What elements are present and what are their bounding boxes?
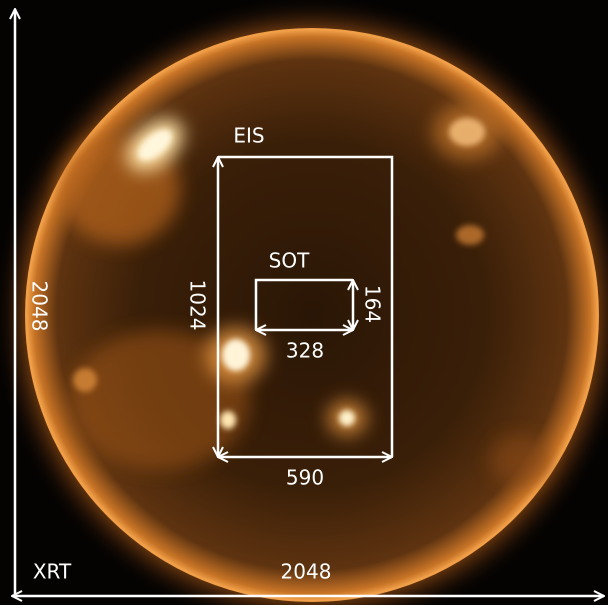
- xrt-width-label: 2048: [281, 560, 332, 584]
- solar-disk: [25, 28, 599, 602]
- eis-box: [218, 155, 394, 457]
- eis-height-label: 1024: [186, 280, 210, 331]
- xrt-frame: [12, 9, 604, 598]
- sot-label: SOT: [269, 249, 310, 273]
- sot-height-label: 164: [361, 285, 385, 323]
- eis-frame: [218, 155, 394, 457]
- eis-width-label: 590: [286, 466, 324, 490]
- eis-label: EIS: [233, 124, 264, 148]
- xrt-height-label: 2048: [28, 281, 52, 332]
- active-regions: [60, 104, 550, 485]
- xrt-label: XRT: [33, 560, 72, 584]
- sot-frame: [254, 278, 353, 330]
- sot-box: [254, 278, 353, 330]
- sot-width-label: 328: [286, 339, 324, 363]
